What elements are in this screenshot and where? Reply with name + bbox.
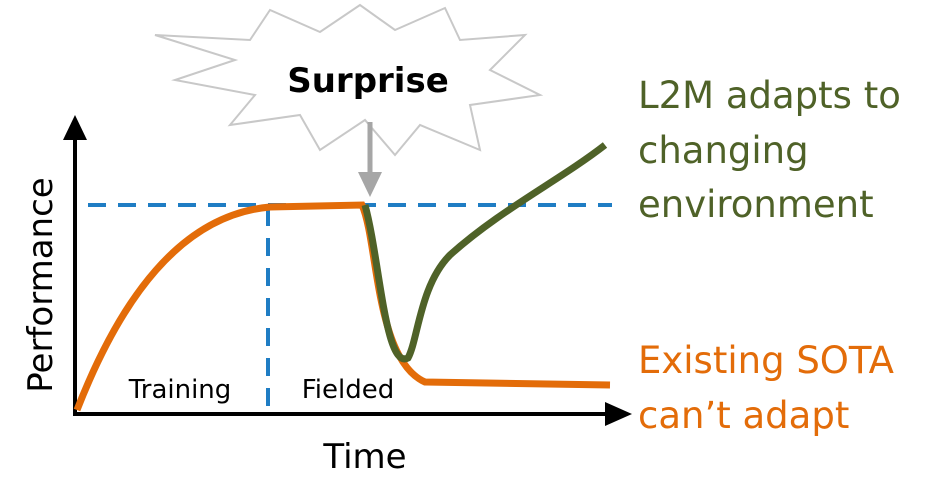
l2m-label: environment (638, 183, 874, 226)
l2m-curve (365, 145, 605, 359)
y-axis-arrowhead (63, 115, 87, 140)
l2m-label: L2M adapts to (638, 74, 901, 117)
sota-label: can’t adapt (638, 394, 849, 437)
sota-label: Existing SOTA (638, 339, 894, 382)
phase-label: Training (128, 375, 232, 405)
l2m-label: changing (638, 129, 809, 172)
surprise-label: Surprise (287, 61, 449, 101)
y-axis-label: Performance (21, 177, 61, 392)
x-axis-label: Time (322, 437, 406, 477)
x-axis-arrowhead (605, 402, 632, 426)
phase-label: Fielded (302, 375, 395, 405)
page: Surprise Training Fielded Performance Ti… (0, 0, 947, 477)
surprise-arrowhead (358, 172, 382, 197)
diagram: Surprise Training Fielded Performance Ti… (0, 0, 947, 477)
